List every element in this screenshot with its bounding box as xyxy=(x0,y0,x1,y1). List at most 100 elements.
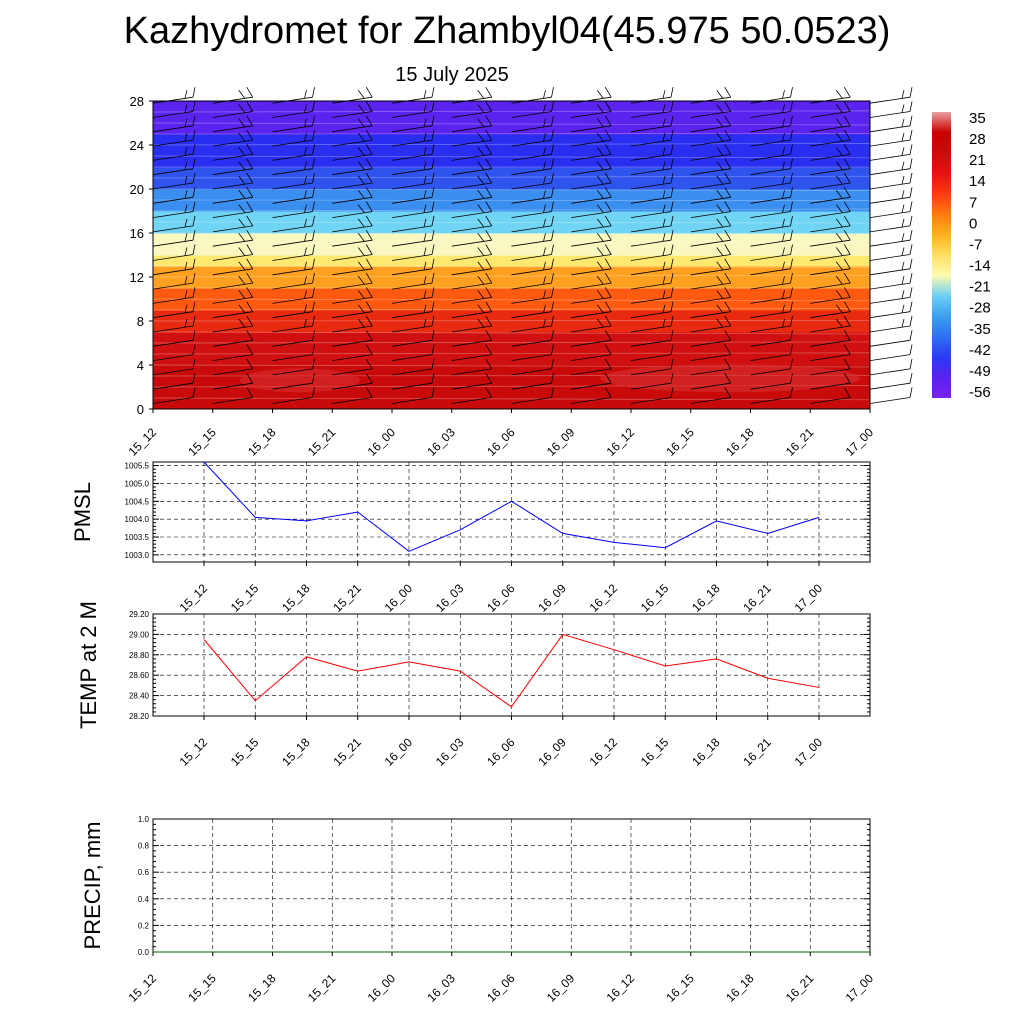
heatmap-band xyxy=(153,310,870,316)
wind-barb-flag xyxy=(365,272,373,284)
wind-barb-shaft xyxy=(451,368,492,376)
wind-barb-flag xyxy=(670,330,674,341)
wind-barb-flag xyxy=(304,304,307,313)
wind-barb xyxy=(391,87,435,104)
wind-barb-flag xyxy=(790,158,793,169)
wind-barb xyxy=(810,301,851,319)
wind-barb xyxy=(152,330,196,347)
wind-barb-flag xyxy=(670,130,674,141)
wind-barb-flag xyxy=(662,133,666,142)
wind-barb-flag xyxy=(724,244,732,255)
wind-barb xyxy=(391,301,435,319)
wind-barb xyxy=(511,230,554,247)
wind-barb-shaft xyxy=(630,297,672,304)
wind-barb-shaft xyxy=(690,139,731,147)
wind-barb-shaft xyxy=(869,325,911,333)
x-tick-label: 16_21 xyxy=(783,971,817,1005)
wind-barb xyxy=(391,187,435,204)
wind-barb-shaft xyxy=(391,211,433,218)
heatmap-band xyxy=(153,354,870,360)
wind-barb-shaft xyxy=(810,268,851,276)
x-tick-label: 16_12 xyxy=(587,735,621,769)
wind-barb xyxy=(869,330,913,347)
wind-barb-shaft xyxy=(571,311,612,319)
wind-barb-flag xyxy=(604,344,612,355)
y-tick-label: 24 xyxy=(130,138,144,153)
x-tick-label: 16_00 xyxy=(365,425,399,459)
wind-barb-flag xyxy=(431,87,435,98)
wind-barb-flag xyxy=(357,261,365,271)
wind-barb xyxy=(511,144,554,161)
y-tick-label: 20 xyxy=(130,182,144,197)
wind-barb xyxy=(869,287,913,304)
wind-barb-shaft xyxy=(511,282,552,290)
wind-barb-flag xyxy=(909,230,913,241)
wind-barb-shaft xyxy=(690,182,731,190)
wind-barb-shaft xyxy=(869,339,911,347)
wind-barb-flag xyxy=(431,287,435,298)
wind-barb-flag xyxy=(543,276,546,285)
wind-barb-shaft xyxy=(511,311,552,319)
wind-barb-shaft xyxy=(810,239,851,247)
wind-barb-flag xyxy=(357,275,365,285)
wind-barb-flag xyxy=(184,118,188,127)
wind-barb-flag xyxy=(357,147,365,156)
wind-barb-flag xyxy=(670,244,674,255)
wind-barb-shaft xyxy=(869,268,911,276)
wind-barb-shaft xyxy=(332,211,373,218)
wind-barb-shaft xyxy=(571,225,612,233)
wind-barb-flag xyxy=(782,304,785,313)
wind-barb-flag xyxy=(431,115,435,126)
wind-barb-shaft xyxy=(332,354,373,361)
wind-barb-flag xyxy=(662,147,666,156)
wind-barb xyxy=(630,158,674,176)
x-tick-label: 16_12 xyxy=(604,425,638,459)
wind-barb-flag xyxy=(357,318,365,328)
wind-barb-shaft xyxy=(571,382,612,390)
wind-barb-flag xyxy=(790,244,793,255)
wind-barb xyxy=(810,272,851,290)
wind-barb-flag xyxy=(551,144,554,155)
wind-barb-flag xyxy=(246,158,254,169)
wind-barb-flag xyxy=(357,304,365,313)
wind-barb-flag xyxy=(843,144,851,155)
wind-barb-shaft xyxy=(511,268,552,276)
wind-barb xyxy=(810,258,851,276)
wind-barb-flag xyxy=(596,247,604,256)
heatmap-band xyxy=(153,134,870,140)
wind-barb-flag xyxy=(835,318,843,328)
wind-barb-flag xyxy=(551,301,554,312)
wind-barb-flag xyxy=(192,215,196,226)
wind-barb-flag xyxy=(184,133,188,142)
heatmap-band xyxy=(153,205,870,212)
wind-barb-shaft xyxy=(511,225,552,233)
wind-barb xyxy=(511,187,554,204)
wind-barb-flag xyxy=(724,315,732,327)
wind-barb xyxy=(391,244,435,261)
wind-barb-shaft xyxy=(810,111,851,118)
wind-barb xyxy=(571,129,612,147)
wind-barb xyxy=(750,201,793,218)
wind-barb-flag xyxy=(238,318,246,328)
wind-barb-flag xyxy=(304,90,307,99)
wind-barb-flag xyxy=(543,290,546,299)
wind-barb xyxy=(869,101,913,118)
wind-barb xyxy=(869,244,913,261)
wind-barb-flag xyxy=(431,130,435,141)
wind-barb xyxy=(810,315,851,333)
x-tick-label: 16_18 xyxy=(689,581,723,615)
wind-barb xyxy=(511,358,554,376)
y-tick-label: 29.20 xyxy=(129,610,150,619)
isotherm-line xyxy=(152,254,871,256)
wind-barb-flag xyxy=(246,129,254,141)
wind-barb xyxy=(511,130,554,147)
wind-barb xyxy=(630,344,674,361)
wind-barb-flag xyxy=(423,90,427,99)
wind-barb-flag xyxy=(716,147,724,156)
wind-barb-shaft xyxy=(152,125,194,133)
wind-barb-shaft xyxy=(511,325,552,333)
wind-barb-shaft xyxy=(152,182,194,190)
wind-barb xyxy=(690,86,732,104)
wind-barb-flag xyxy=(716,290,724,299)
wind-barb xyxy=(212,344,254,361)
